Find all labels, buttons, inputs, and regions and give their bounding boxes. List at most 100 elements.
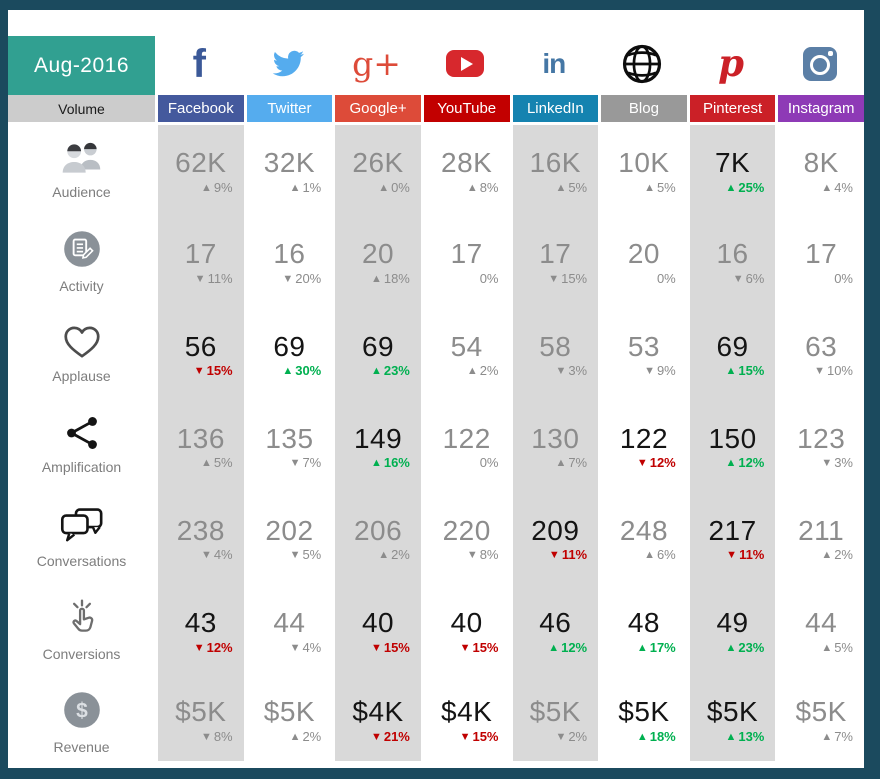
- change-percent: 4%: [213, 547, 233, 563]
- cell-conversions-pinterest: 49 ▲ 23%: [686, 583, 776, 676]
- cell-audience-instagram: 8K ▲ 4%: [775, 122, 864, 215]
- cell-amplification-blog: 122 ▼ 12%: [598, 398, 687, 492]
- change-indicator: ▲ 18%: [601, 729, 687, 744]
- change-indicator: ▼ 5%: [247, 547, 333, 562]
- change-percent: 5%: [834, 639, 853, 655]
- down-arrow-icon: ▼: [370, 730, 382, 743]
- cell-conversations-facebook: 238 ▼ 4%: [155, 491, 244, 584]
- cell-activity-facebook: 17 ▼ 11%: [155, 214, 244, 307]
- cell-revenue-facebook: $5K ▼ 8%: [155, 675, 244, 768]
- metric-value: 49: [716, 607, 749, 639]
- metric-value: $5K: [618, 696, 670, 728]
- cell-revenue-blog: $5K ▲ 18%: [598, 675, 687, 768]
- change-indicator: 0%: [424, 271, 510, 286]
- platform-header-facebook: Facebook: [155, 95, 244, 122]
- change-indicator: ▲ 2%: [335, 547, 421, 562]
- metric-value: 238: [176, 515, 225, 547]
- metric-value: 149: [353, 422, 403, 454]
- platform-icon-cell-pinterest: p: [686, 10, 776, 95]
- metric-label: Amplification: [41, 459, 122, 476]
- metric-row-header-applause: Applause: [8, 306, 155, 399]
- change-indicator: ▼ 3%: [513, 363, 599, 378]
- cell-applause-twitter: 69 ▲ 30%: [243, 306, 333, 399]
- metric-value: 130: [531, 422, 580, 454]
- change-indicator: ▲ 2%: [778, 547, 864, 562]
- metric-value: 69: [716, 330, 749, 362]
- up-arrow-icon: ▲: [725, 457, 737, 470]
- change-percent: 4%: [302, 639, 322, 655]
- cell-conversations-linkedin: 209 ▼ 11%: [509, 491, 599, 584]
- platform-header-youtube: YouTube: [420, 95, 510, 122]
- metric-value: 122: [619, 422, 669, 454]
- linkedin-icon: in: [542, 47, 566, 79]
- amplification-icon: [61, 414, 103, 452]
- change-indicator: ▼ 6%: [690, 271, 776, 286]
- cell-conversations-twitter: 202 ▼ 5%: [243, 491, 333, 584]
- up-arrow-icon: ▲: [548, 641, 560, 654]
- youtube-icon: [446, 50, 485, 77]
- cell-amplification-youtube: 122 0%: [420, 398, 510, 492]
- cell-activity-instagram: 17 0%: [775, 214, 864, 307]
- change-indicator: 0%: [601, 271, 687, 286]
- down-arrow-icon: ▼: [289, 549, 301, 562]
- platform-header-instagram: Instagram: [775, 95, 864, 122]
- change-percent: 13%: [738, 728, 765, 744]
- change-indicator: ▲ 1%: [247, 180, 333, 195]
- down-arrow-icon: ▼: [814, 364, 825, 377]
- change-percent: 21%: [383, 728, 410, 744]
- twitter-icon: [268, 47, 308, 80]
- metric-value: $5K: [795, 696, 847, 728]
- change-indicator: ▼ 15%: [424, 729, 510, 744]
- up-arrow-icon: ▲: [821, 549, 833, 562]
- up-arrow-icon: ▲: [289, 181, 301, 194]
- up-arrow-icon: ▲: [821, 181, 833, 194]
- up-arrow-icon: ▲: [636, 730, 648, 743]
- change-percent: 18%: [649, 728, 676, 744]
- cell-audience-facebook: 62K ▲ 9%: [155, 122, 244, 215]
- cell-applause-youtube: 54 ▲ 2%: [420, 306, 510, 399]
- change-percent: 7%: [834, 728, 853, 744]
- down-arrow-icon: ▼: [193, 641, 205, 654]
- metric-value: 202: [265, 515, 314, 547]
- change-indicator: ▲ 18%: [335, 271, 421, 286]
- platform-header-label: Facebook: [167, 100, 234, 117]
- change-indicator: ▲ 2%: [247, 729, 333, 744]
- platform-header-label: Instagram: [787, 100, 855, 117]
- change-indicator: ▲ 6%: [601, 547, 687, 562]
- up-arrow-icon: ▲: [725, 641, 737, 654]
- cell-conversations-instagram: 211 ▲ 2%: [775, 491, 864, 584]
- platform-header-label: Google+: [349, 100, 407, 117]
- change-percent: 5%: [656, 179, 676, 195]
- down-arrow-icon: ▼: [193, 364, 205, 377]
- change-percent: 7%: [302, 455, 322, 471]
- metric-row-header-conversations: Conversations: [8, 491, 155, 584]
- cell-amplification-linkedin: 130 ▲ 7%: [509, 398, 599, 492]
- change-percent: 0%: [391, 179, 410, 195]
- conversations-icon: [59, 506, 105, 546]
- change-indicator: ▲ 8%: [424, 180, 510, 195]
- change-indicator: ▼ 15%: [158, 363, 244, 378]
- cell-conversions-blog: 48 ▲ 17%: [598, 583, 687, 676]
- cell-amplification-instagram: 123 ▼ 3%: [775, 398, 864, 492]
- metric-value: 63: [805, 330, 838, 362]
- platform-header-twitter: Twitter: [243, 95, 333, 122]
- change-percent: 15%: [472, 639, 499, 655]
- change-indicator: ▲ 4%: [778, 180, 864, 195]
- cell-revenue-twitter: $5K ▲ 2%: [243, 675, 333, 768]
- metric-value: 150: [708, 422, 757, 454]
- metric-value: 56: [184, 330, 217, 362]
- platform-icon-cell-blog: [598, 10, 687, 95]
- metric-value: 8K: [803, 147, 839, 179]
- change-indicator: ▼ 11%: [513, 547, 599, 562]
- change-percent: 2%: [302, 728, 322, 744]
- cell-conversions-instagram: 44 ▲ 5%: [775, 583, 864, 676]
- change-percent: 0%: [656, 270, 676, 286]
- cell-applause-blog: 53 ▼ 9%: [598, 306, 687, 399]
- cell-activity-pinterest: 16 ▼ 6%: [686, 214, 776, 307]
- up-arrow-icon: ▲: [466, 181, 478, 194]
- change-indicator: ▲ 16%: [335, 455, 421, 470]
- change-indicator: 0%: [778, 271, 864, 286]
- metric-value: 220: [442, 515, 491, 547]
- cell-conversions-facebook: 43 ▼ 12%: [155, 583, 244, 676]
- down-arrow-icon: ▼: [644, 364, 655, 377]
